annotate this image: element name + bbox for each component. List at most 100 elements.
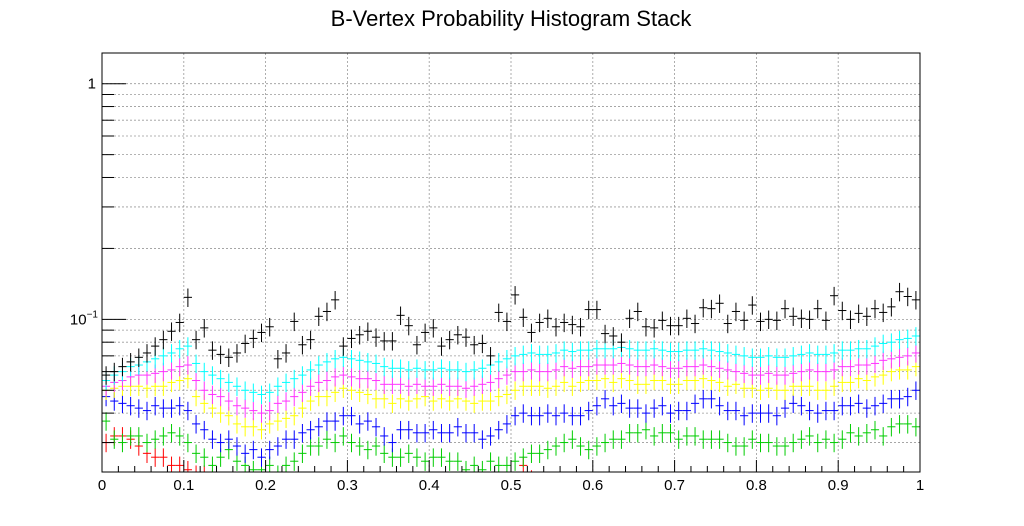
data-point — [167, 344, 176, 363]
data-point — [731, 345, 741, 365]
data-point — [592, 396, 601, 416]
data-point — [118, 433, 127, 453]
series-layer — [102, 282, 920, 472]
data-point — [682, 357, 691, 377]
data-point — [273, 349, 282, 369]
data-point — [298, 383, 307, 403]
data-point — [650, 356, 659, 375]
data-point — [453, 452, 462, 471]
series-6 — [102, 327, 920, 405]
data-point — [592, 371, 601, 391]
data-point — [568, 315, 577, 335]
data-point — [331, 412, 340, 431]
data-point — [298, 366, 307, 385]
data-point — [723, 433, 732, 453]
data-point — [519, 362, 528, 382]
data-point — [682, 309, 691, 328]
data-point — [175, 396, 184, 416]
data-point — [715, 396, 724, 416]
data-point — [797, 396, 806, 416]
data-point — [854, 304, 863, 324]
data-point — [404, 316, 413, 336]
data-point — [388, 359, 397, 378]
data-point — [584, 357, 593, 377]
data-point — [159, 347, 168, 366]
data-point — [298, 423, 307, 443]
data-point — [666, 423, 675, 443]
data-point — [592, 356, 601, 375]
data-point — [715, 342, 724, 362]
data-point — [609, 396, 618, 416]
data-point — [412, 423, 422, 443]
data-point — [895, 282, 904, 302]
data-point — [887, 417, 896, 437]
data-point — [911, 344, 920, 363]
data-point — [838, 357, 847, 377]
data-point — [191, 415, 201, 434]
x-tick-label: 0.1 — [173, 477, 194, 494]
data-point — [780, 399, 790, 418]
data-point — [600, 389, 610, 409]
data-point — [478, 359, 487, 378]
data-point — [519, 308, 528, 327]
data-point — [846, 373, 855, 393]
data-point — [453, 417, 462, 437]
data-point — [658, 423, 667, 443]
data-point — [731, 362, 741, 382]
data-point — [241, 399, 250, 418]
series-7 — [102, 282, 920, 385]
data-point — [486, 347, 495, 366]
data-point — [322, 302, 332, 322]
data-point — [780, 366, 790, 385]
data-point — [789, 433, 798, 453]
data-point — [772, 437, 781, 456]
data-point — [478, 430, 487, 449]
data-point — [265, 440, 274, 460]
data-point — [772, 366, 781, 385]
data-point — [830, 286, 839, 306]
data-point — [339, 406, 348, 426]
data-point — [838, 301, 847, 321]
data-point — [527, 377, 536, 396]
data-point — [494, 387, 503, 407]
data-point — [208, 341, 217, 360]
data-point — [633, 375, 642, 394]
data-point — [203, 465, 205, 472]
data-point — [396, 306, 405, 325]
data-point — [183, 337, 192, 356]
data-point — [290, 312, 299, 332]
data-point — [527, 323, 536, 343]
data-point — [126, 396, 135, 416]
data-point — [846, 310, 855, 330]
data-point — [887, 349, 896, 369]
data-point — [846, 423, 855, 443]
data-point — [617, 430, 626, 449]
data-point — [478, 460, 487, 472]
data-point — [666, 359, 675, 378]
data-point — [780, 437, 790, 456]
data-point — [339, 427, 348, 446]
data-point — [674, 401, 683, 421]
data-point — [363, 385, 372, 405]
data-point — [437, 448, 446, 467]
data-point — [216, 345, 225, 365]
data-point — [322, 387, 332, 407]
data-point — [224, 430, 233, 449]
data-point — [290, 387, 299, 407]
data-point — [551, 437, 561, 456]
data-point — [265, 317, 274, 337]
data-point — [740, 406, 749, 426]
data-point — [200, 362, 209, 382]
data-point — [723, 377, 732, 396]
data-point — [740, 437, 749, 456]
data-point — [167, 361, 176, 380]
data-point — [290, 406, 299, 426]
data-point — [461, 328, 471, 347]
data-point — [421, 323, 430, 343]
data-point — [870, 354, 880, 374]
data-point — [568, 406, 577, 426]
data-point — [846, 357, 855, 377]
data-point — [421, 452, 430, 471]
data-point — [764, 433, 773, 453]
data-point — [756, 348, 765, 367]
